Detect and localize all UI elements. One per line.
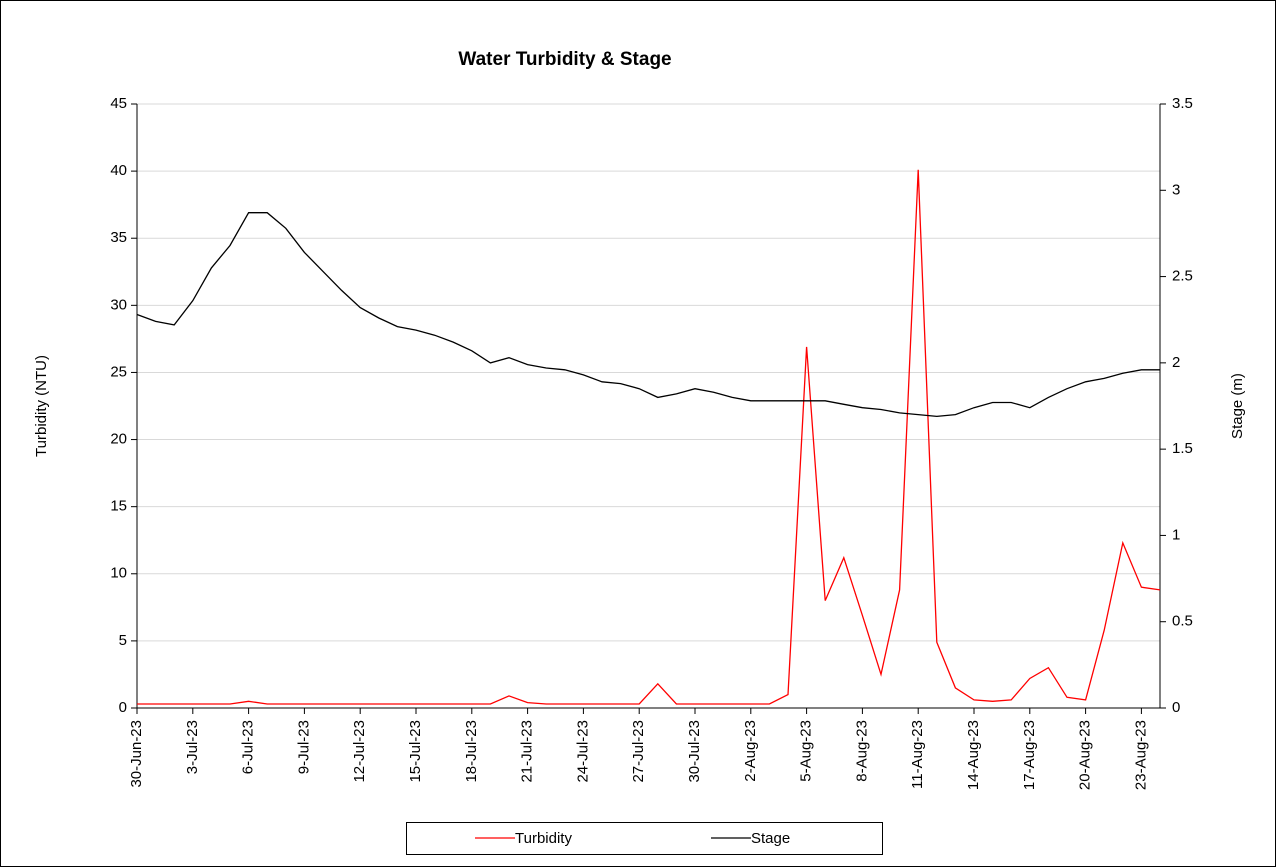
x-tick-label: 17-Aug-23 — [1021, 720, 1038, 790]
x-tick-label: 27-Jul-23 — [630, 720, 647, 783]
y2-tick-label: 0 — [1172, 699, 1180, 716]
x-tick-label: 30-Jul-23 — [686, 720, 703, 783]
x-tick-label: 18-Jul-23 — [463, 720, 480, 783]
y-tick-label: 45 — [110, 95, 127, 112]
y-tick-label: 40 — [110, 162, 127, 179]
y-tick-label: 10 — [110, 565, 127, 582]
x-tick-label: 30-Jun-23 — [128, 720, 145, 788]
x-tick-label: 2-Aug-23 — [742, 720, 759, 782]
y-tick-label: 35 — [110, 229, 127, 246]
y2-tick-label: 3 — [1172, 181, 1180, 198]
y-tick-label: 5 — [119, 632, 127, 649]
y-axis-label: Turbidity (NTU) — [33, 355, 50, 457]
x-tick-label: 23-Aug-23 — [1132, 720, 1149, 790]
legend-label: Stage — [751, 830, 790, 847]
y-tick-label: 20 — [110, 431, 127, 448]
legend-label: Turbidity — [515, 830, 572, 847]
x-tick-label: 8-Aug-23 — [853, 720, 870, 782]
x-tick-label: 3-Jul-23 — [184, 720, 201, 774]
series-line — [136, 212, 1160, 418]
x-tick-label: 5-Aug-23 — [798, 720, 815, 782]
y-tick-label: 30 — [110, 296, 127, 313]
y2-tick-label: 1 — [1172, 526, 1180, 543]
y2-tick-label: 1.5 — [1172, 440, 1193, 457]
y-tick-label: 0 — [119, 699, 127, 716]
x-tick-label: 21-Jul-23 — [519, 720, 536, 783]
x-tick-label: 12-Jul-23 — [351, 720, 368, 783]
y2-tick-label: 2 — [1172, 354, 1180, 371]
series-line — [137, 169, 1161, 705]
x-tick-label: 14-Aug-23 — [965, 720, 982, 790]
y2-tick-label: 2.5 — [1172, 268, 1193, 285]
x-tick-label: 6-Jul-23 — [240, 720, 257, 774]
y-tick-label: 15 — [110, 498, 127, 515]
x-tick-label: 11-Aug-23 — [909, 720, 926, 789]
y2-axis-label: Stage (m) — [1229, 373, 1246, 439]
y2-tick-label: 3.5 — [1172, 95, 1193, 112]
x-tick-label: 20-Aug-23 — [1077, 720, 1094, 790]
y-tick-label: 25 — [110, 363, 127, 380]
y2-tick-label: 0.5 — [1172, 613, 1193, 630]
x-tick-label: 24-Jul-23 — [574, 720, 591, 783]
x-tick-label: 9-Jul-23 — [295, 720, 312, 774]
chart-title: Water Turbidity & Stage — [458, 49, 671, 70]
x-tick-label: 15-Jul-23 — [407, 720, 424, 783]
